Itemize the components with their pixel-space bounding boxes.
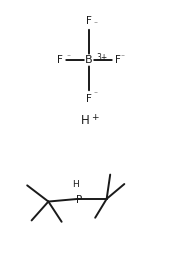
Text: ⁻: ⁻: [94, 19, 98, 28]
Text: +: +: [91, 113, 99, 122]
Text: F: F: [86, 94, 92, 104]
Text: B: B: [85, 55, 93, 65]
Text: F: F: [86, 16, 92, 26]
Text: H: H: [72, 180, 79, 189]
Text: P: P: [76, 195, 82, 205]
Text: F: F: [57, 55, 63, 65]
Text: ⁻: ⁻: [66, 52, 70, 61]
Text: 3+: 3+: [96, 53, 108, 62]
Text: F: F: [115, 55, 121, 65]
Text: ⁻: ⁻: [94, 89, 98, 98]
Text: H: H: [81, 114, 90, 127]
Text: ⁻: ⁻: [120, 52, 124, 61]
